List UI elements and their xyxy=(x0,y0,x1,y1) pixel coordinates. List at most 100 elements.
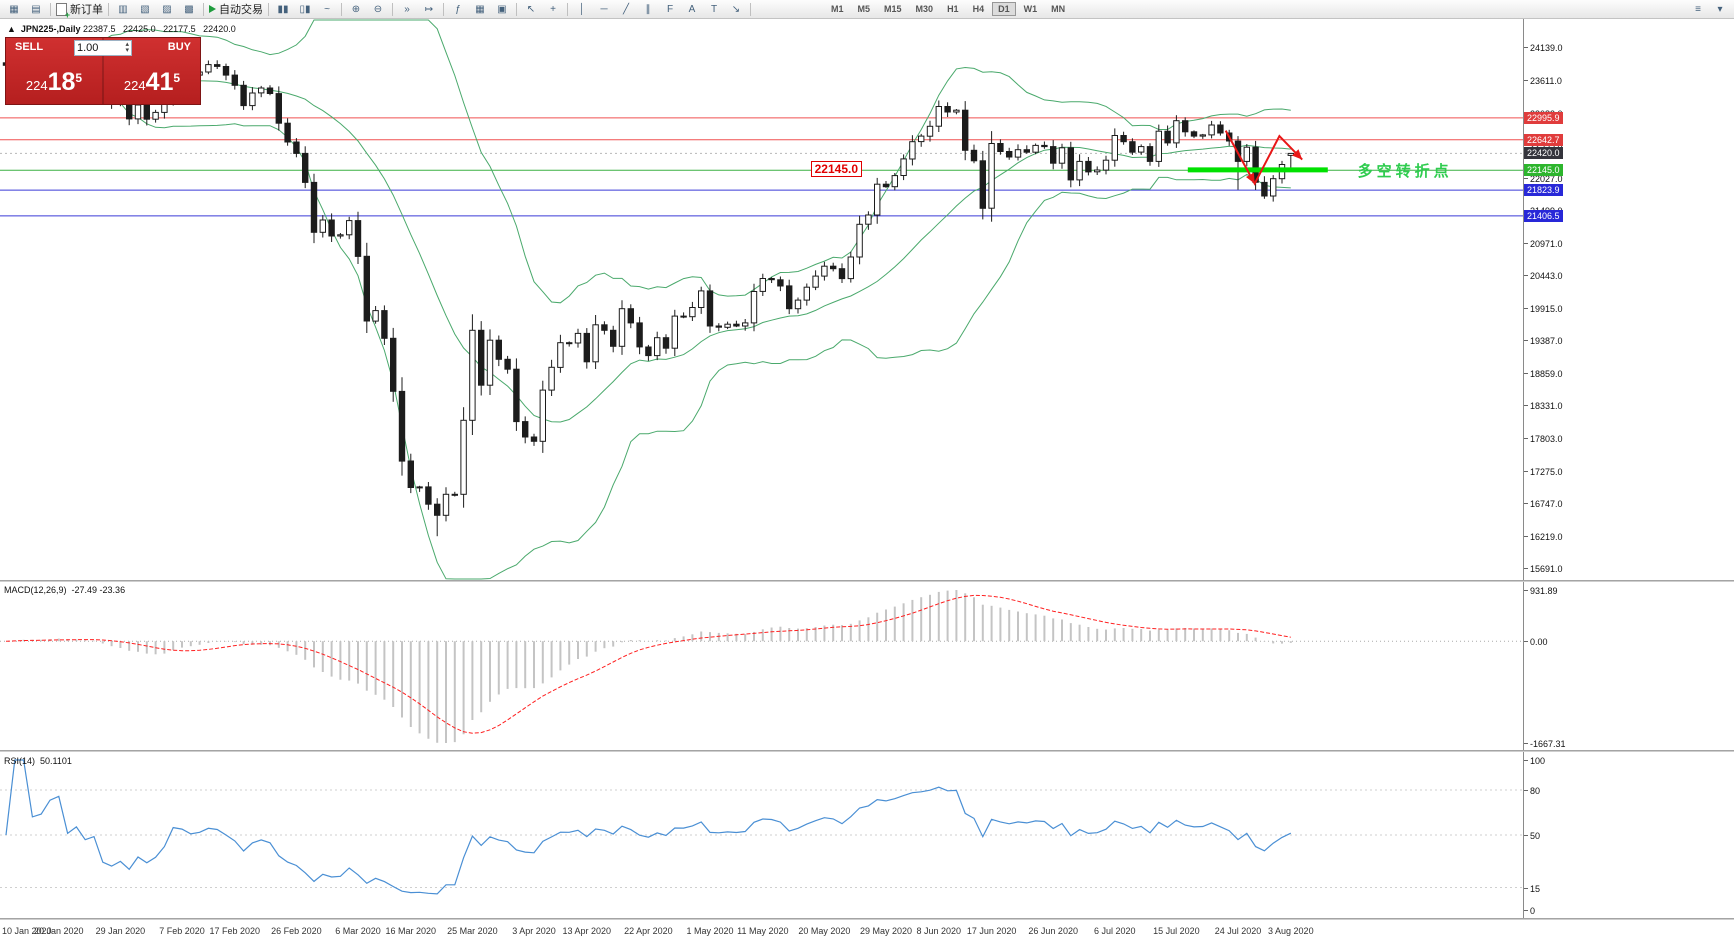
timeframe-w1[interactable]: W1 xyxy=(1023,4,1038,14)
date-tick: 29 May 2020 xyxy=(859,926,913,936)
price-annotation-label[interactable]: 22145.0 xyxy=(810,160,863,177)
crosshair-icon[interactable]: + xyxy=(550,3,556,15)
price-tick: 16219.0 xyxy=(1524,531,1563,542)
navigator-icon[interactable]: ▨ xyxy=(162,3,172,15)
date-tick: 16 Mar 2020 xyxy=(385,926,437,936)
date-tick: 13 Apr 2020 xyxy=(562,926,612,936)
date-tick: 10 Jan 2020 xyxy=(2,926,52,936)
vertical-line-icon[interactable]: │ xyxy=(578,3,586,15)
rsi-scale-tick: 80 xyxy=(1523,786,1541,796)
trendline-icon[interactable]: ╱ xyxy=(622,3,630,15)
timeframe-h1[interactable]: H1 xyxy=(947,4,959,14)
timeframe-m1[interactable]: M1 xyxy=(831,4,844,14)
price-badge: 22642.7 xyxy=(1524,133,1563,146)
zoom-out-icon[interactable]: ⊖ xyxy=(373,3,383,15)
timeframe-m15[interactable]: M15 xyxy=(884,4,902,14)
buy-label: BUY xyxy=(167,41,191,53)
volume-spinner[interactable]: ▴ ▾ xyxy=(125,41,129,54)
one-click-trading-panel: SELL 224185 BUY 224415 1.00 ▴ ▾ xyxy=(5,37,201,105)
date-tick: 25 Mar 2020 xyxy=(447,926,498,936)
zoom-in-icon[interactable]: ⊕ xyxy=(351,3,361,15)
rsi-scale-tick: 100 xyxy=(1523,756,1546,766)
terminal-icon[interactable]: ▩ xyxy=(184,3,194,15)
price-tick: 16747.0 xyxy=(1524,499,1563,510)
expand-icon[interactable]: ▾ xyxy=(1717,3,1723,15)
price-tick: 23611.0 xyxy=(1524,75,1562,86)
rsi-indicator-label: RSI(14) 50.1101 xyxy=(4,756,72,766)
date-tick: 24 Jul 2020 xyxy=(1214,926,1262,936)
rsi-scale-tick: 0 xyxy=(1523,906,1536,916)
candlestick-chart-icon[interactable]: ▯▮ xyxy=(299,3,311,15)
timeframe-h4[interactable]: H4 xyxy=(972,4,985,14)
panel-resize-handle[interactable] xyxy=(0,750,1734,752)
data-window-icon[interactable]: ▧ xyxy=(140,3,150,15)
bar-chart-icon[interactable]: ▮▮ xyxy=(277,3,289,15)
chart-shift-icon[interactable]: ↦ xyxy=(424,3,434,15)
date-tick: 1 May 2020 xyxy=(686,926,734,936)
horizontal-line-icon[interactable]: ─ xyxy=(600,3,608,15)
ohlc-open: 22387.5 xyxy=(82,24,116,34)
timeframe-m5[interactable]: M5 xyxy=(857,4,871,14)
timeframe-d1[interactable]: D1 xyxy=(992,2,1016,16)
fibonacci-icon[interactable]: F xyxy=(666,3,674,15)
profiles-icon[interactable]: ▤ xyxy=(31,3,41,15)
rsi-scale-tick: 15 xyxy=(1523,883,1541,894)
panel-resize-handle[interactable] xyxy=(0,580,1734,582)
ohlc-high: 22425.0 xyxy=(123,24,156,34)
rsi-panel-canvas[interactable] xyxy=(0,752,1523,918)
sell-label: SELL xyxy=(15,41,44,53)
toolbar: ▦ ▤ 新订单 ▥ ▧ ▨ ▩ 自动交易 ▮▮ ▯▮ ~ ⊕ ⊖ » ↦ ƒ ▦ ▣ ↖ + │ ─ ╱ ∥ F A T ↘ M1 M5 M… xyxy=(0,0,1734,20)
auto-trading-button[interactable]: 自动交易 xyxy=(207,1,265,17)
price-tick: 17275.0 xyxy=(1524,466,1563,477)
new-order-button[interactable]: 新订单 xyxy=(54,1,105,20)
buy-button[interactable]: BUY 224415 xyxy=(104,38,200,104)
line-chart-icon[interactable]: ~ xyxy=(324,3,330,15)
price-tick: 18331.0 xyxy=(1524,401,1563,412)
label-icon[interactable]: T xyxy=(710,3,718,15)
date-tick: 22 Apr 2020 xyxy=(624,926,673,936)
price-badge: 22995.9 xyxy=(1524,111,1563,124)
date-tick: 17 Jun 2020 xyxy=(966,926,1017,936)
periodicity-icon[interactable]: ▦ xyxy=(475,3,485,15)
price-scale: 24139.023611.023083.022555.022027.021499… xyxy=(1523,19,1734,920)
timeframe-m30[interactable]: M30 xyxy=(915,4,934,14)
arrow-tools-icon[interactable]: ↘ xyxy=(731,3,741,15)
date-tick: 26 Jun 2020 xyxy=(1028,926,1078,936)
text-icon[interactable]: A xyxy=(688,3,696,15)
date-tick: 11 May 2020 xyxy=(737,926,789,936)
symbol-period-label: JPN225-,Daily xyxy=(20,24,81,34)
new-chart-icon[interactable]: ▦ xyxy=(9,3,19,15)
date-tick: 3 Apr 2020 xyxy=(512,926,556,936)
macd-panel-canvas[interactable] xyxy=(0,582,1523,750)
date-tick: 8 Jun 2020 xyxy=(916,926,962,936)
auto-scroll-icon[interactable]: » xyxy=(404,3,410,15)
date-tick: 6 Mar 2020 xyxy=(335,926,381,936)
price-tick: 17803.0 xyxy=(1524,434,1563,445)
volume-input[interactable]: 1.00 ▴ ▾ xyxy=(74,40,132,56)
channel-icon[interactable]: ∥ xyxy=(645,3,651,15)
time-scale: 10 Jan 2020 20 Jan 2020 29 Jan 2020 7 Feb 2… xyxy=(0,920,1734,943)
chart-windows-icon[interactable]: ≡ xyxy=(1695,3,1701,15)
price-badge: 22145.0 xyxy=(1524,164,1563,177)
sell-button[interactable]: SELL 224185 xyxy=(6,38,102,104)
macd-indicator-label: MACD(12,26,9) -27.49 -23.36 xyxy=(4,585,126,595)
indicators-icon[interactable]: ƒ xyxy=(455,3,461,15)
turning-point-note[interactable]: 多空转折点 xyxy=(1357,162,1453,180)
market-watch-icon[interactable]: ▥ xyxy=(118,3,128,15)
date-tick: 26 Feb 2020 xyxy=(271,926,322,936)
templates-icon[interactable]: ▣ xyxy=(497,3,507,15)
price-badge: 22420.0 xyxy=(1524,147,1563,160)
date-tick: 20 Jan 2020 xyxy=(34,926,84,936)
timeframe-mn[interactable]: MN xyxy=(1051,4,1066,14)
price-badge: 21406.5 xyxy=(1524,209,1563,222)
price-tick: 24139.0 xyxy=(1524,43,1563,54)
price-tick: 20443.0 xyxy=(1524,271,1563,282)
button-divider xyxy=(102,38,104,104)
price-chart-canvas[interactable] xyxy=(0,19,1523,580)
panel-resize-handle[interactable] xyxy=(0,918,1734,920)
macd-scale-max: 931.89 xyxy=(1524,586,1558,596)
one-click-collapse-icon[interactable]: ▲ xyxy=(7,24,16,34)
macd-scale-zero: 0.00 xyxy=(1524,637,1548,648)
cursor-icon[interactable]: ↖ xyxy=(526,3,536,15)
